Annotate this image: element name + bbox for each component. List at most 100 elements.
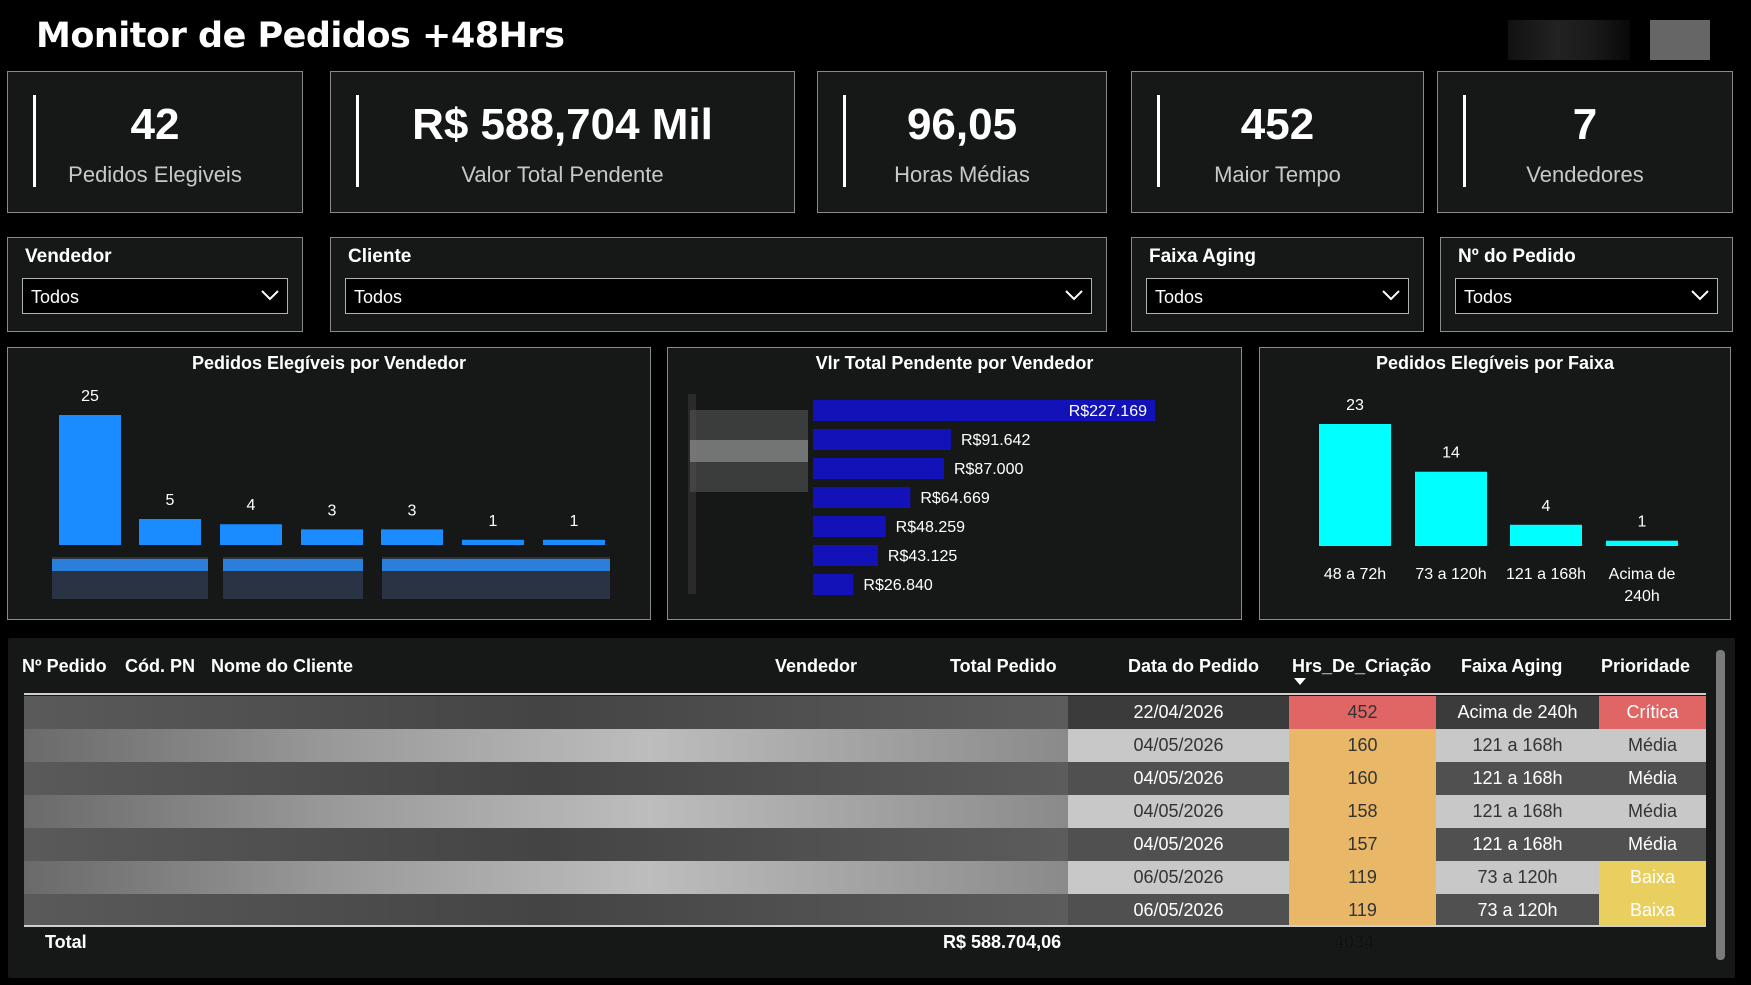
kpi-accent-bar	[1463, 95, 1466, 187]
obscured-cells	[24, 696, 1068, 729]
data-label: 23	[1346, 397, 1364, 414]
chart-title: Pedidos Elegíveis por Faixa	[1375, 353, 1615, 373]
kpi-accent-bar	[843, 95, 846, 187]
cell-hrs: 157	[1289, 828, 1436, 861]
data-label: R$43.125	[888, 548, 957, 565]
cell-faixa: Acima de 240h	[1436, 696, 1599, 729]
col-header-total[interactable]: Total Pedido	[950, 656, 1057, 676]
obscured-cells	[24, 828, 1068, 861]
bar	[1606, 540, 1678, 546]
cell-hrs: 160	[1289, 762, 1436, 795]
table-row[interactable]: 06/05/2026 119 73 a 120h Baixa	[24, 861, 1706, 894]
cell-prioridade: Baixa	[1599, 861, 1706, 894]
data-label: 3	[328, 502, 337, 519]
data-label: 1	[489, 513, 498, 530]
data-label: 5	[166, 492, 175, 509]
kpi-label: Pedidos Elegiveis	[68, 162, 242, 187]
col-header-hrs[interactable]: Hrs_De_Criação	[1292, 656, 1432, 676]
kpi-label: Valor Total Pendente	[461, 162, 664, 187]
cell-prioridade: Média	[1599, 762, 1706, 795]
bar	[813, 516, 886, 537]
cliente-select[interactable]: Todos	[345, 278, 1092, 314]
category-label: 73 a 120h	[1415, 566, 1486, 583]
category-label: 48 a 72h	[1324, 566, 1386, 583]
category-label-blur	[382, 559, 610, 571]
table-row[interactable]: 04/05/2026 160 121 a 168h Média	[24, 729, 1706, 762]
vendedor-select[interactable]: Todos	[22, 278, 288, 314]
table-row[interactable]: 04/05/2026 158 121 a 168h Média	[24, 795, 1706, 828]
header-divider	[24, 693, 1706, 695]
cell-hrs: 160	[1289, 729, 1436, 762]
select-value: Todos	[1155, 287, 1204, 307]
cell-faixa: 121 a 168h	[1436, 729, 1599, 762]
kpi-accent-bar	[33, 95, 36, 187]
sort-descending-icon	[1294, 678, 1306, 685]
cell-prioridade: Média	[1599, 729, 1706, 762]
data-label: R$227.169	[1069, 403, 1147, 420]
faixa-aging-select[interactable]: Todos	[1146, 278, 1409, 314]
kpi-value: 7	[1572, 100, 1598, 149]
col-header-prioridade[interactable]: Prioridade	[1601, 656, 1691, 676]
cell-prioridade: Crítica	[1599, 696, 1706, 729]
vertical-scrollbar[interactable]	[1716, 650, 1725, 960]
cell-faixa: 73 a 120h	[1436, 861, 1599, 894]
data-label: 1	[570, 513, 579, 530]
col-header-cliente[interactable]: Nome do Cliente	[211, 656, 354, 676]
bar	[59, 415, 121, 545]
data-label: R$87.000	[954, 461, 1023, 478]
kpi-value: 42	[130, 100, 180, 149]
filter-label: Nº do Pedido	[1458, 246, 1576, 267]
cell-hrs: 158	[1289, 795, 1436, 828]
col-header-cod[interactable]: Cód. PN	[125, 656, 195, 676]
table-row[interactable]: 04/05/2026 160 121 a 168h Média	[24, 762, 1706, 795]
axis-blur	[688, 394, 696, 594]
cell-faixa: 121 a 168h	[1436, 762, 1599, 795]
category-label: 240h	[1624, 588, 1660, 605]
cell-data: 22/04/2026	[1068, 696, 1289, 729]
chevron-down-icon	[1382, 290, 1400, 301]
kpi-accent-bar	[1157, 95, 1160, 187]
cell-data: 04/05/2026	[1068, 729, 1289, 762]
bar	[381, 529, 443, 545]
bar	[813, 458, 944, 479]
col-header-vendedor[interactable]: Vendedor	[775, 656, 858, 676]
chart-title: Vlr Total Pendente por Vendedor	[815, 353, 1094, 373]
kpi-card-valor: R$ 588,704 Mil Valor Total Pendente	[330, 71, 795, 213]
cell-hrs: 452	[1289, 696, 1436, 729]
data-label: 3	[408, 502, 417, 519]
cell-prioridade: Média	[1599, 828, 1706, 861]
filter-label: Vendedor	[25, 246, 112, 267]
table-row[interactable]: 04/05/2026 157 121 a 168h Média	[24, 828, 1706, 861]
page-title: Monitor de Pedidos +48Hrs	[36, 16, 565, 56]
bar	[813, 574, 854, 595]
filter-label: Faixa Aging	[1149, 246, 1256, 267]
data-label: 25	[81, 388, 99, 405]
chart2-svg: R$227.169 R$91.642 R$87.000 R$64.669 R$48.25…	[688, 394, 1155, 595]
user-avatar	[1508, 20, 1630, 60]
total-divider	[24, 925, 1706, 927]
bar	[301, 529, 363, 545]
chart-pedidos-por-vendedor: Pedidos Elegíveis por Vendedor 25 5 4 3 3 1 1	[7, 347, 651, 620]
filter-cliente: Cliente Todos	[330, 237, 1107, 332]
col-header-pedido[interactable]: Nº Pedido	[22, 656, 107, 676]
cell-faixa: 121 a 168h	[1436, 828, 1599, 861]
bar	[813, 400, 1155, 421]
kpi-card-horas: 96,05 Horas Médias	[817, 71, 1107, 213]
cell-data: 06/05/2026	[1068, 894, 1289, 927]
cell-data: 04/05/2026	[1068, 795, 1289, 828]
cell-faixa: 73 a 120h	[1436, 894, 1599, 927]
bar	[813, 545, 878, 566]
kpi-label: Vendedores	[1526, 162, 1644, 187]
total-hrs: 4034	[1334, 932, 1375, 952]
chart-pedidos-por-faixa: Pedidos Elegíveis por Faixa 23 48 a 72h 14…	[1259, 347, 1731, 620]
table-row[interactable]: 22/04/2026 452 Acima de 240h Crítica	[24, 696, 1706, 729]
category-label: Acima de	[1609, 566, 1676, 583]
bar	[1510, 524, 1582, 546]
obscured-cells	[24, 795, 1068, 828]
kpi-value: R$ 588,704 Mil	[412, 100, 713, 149]
col-header-data[interactable]: Data do Pedido	[1128, 656, 1260, 676]
table-row[interactable]: 06/05/2026 119 73 a 120h Baixa	[24, 894, 1706, 927]
kpi-card-pedidos: 42 Pedidos Elegiveis	[7, 71, 303, 213]
col-header-faixa[interactable]: Faixa Aging	[1461, 656, 1563, 676]
numero-pedido-select[interactable]: Todos	[1455, 278, 1718, 314]
